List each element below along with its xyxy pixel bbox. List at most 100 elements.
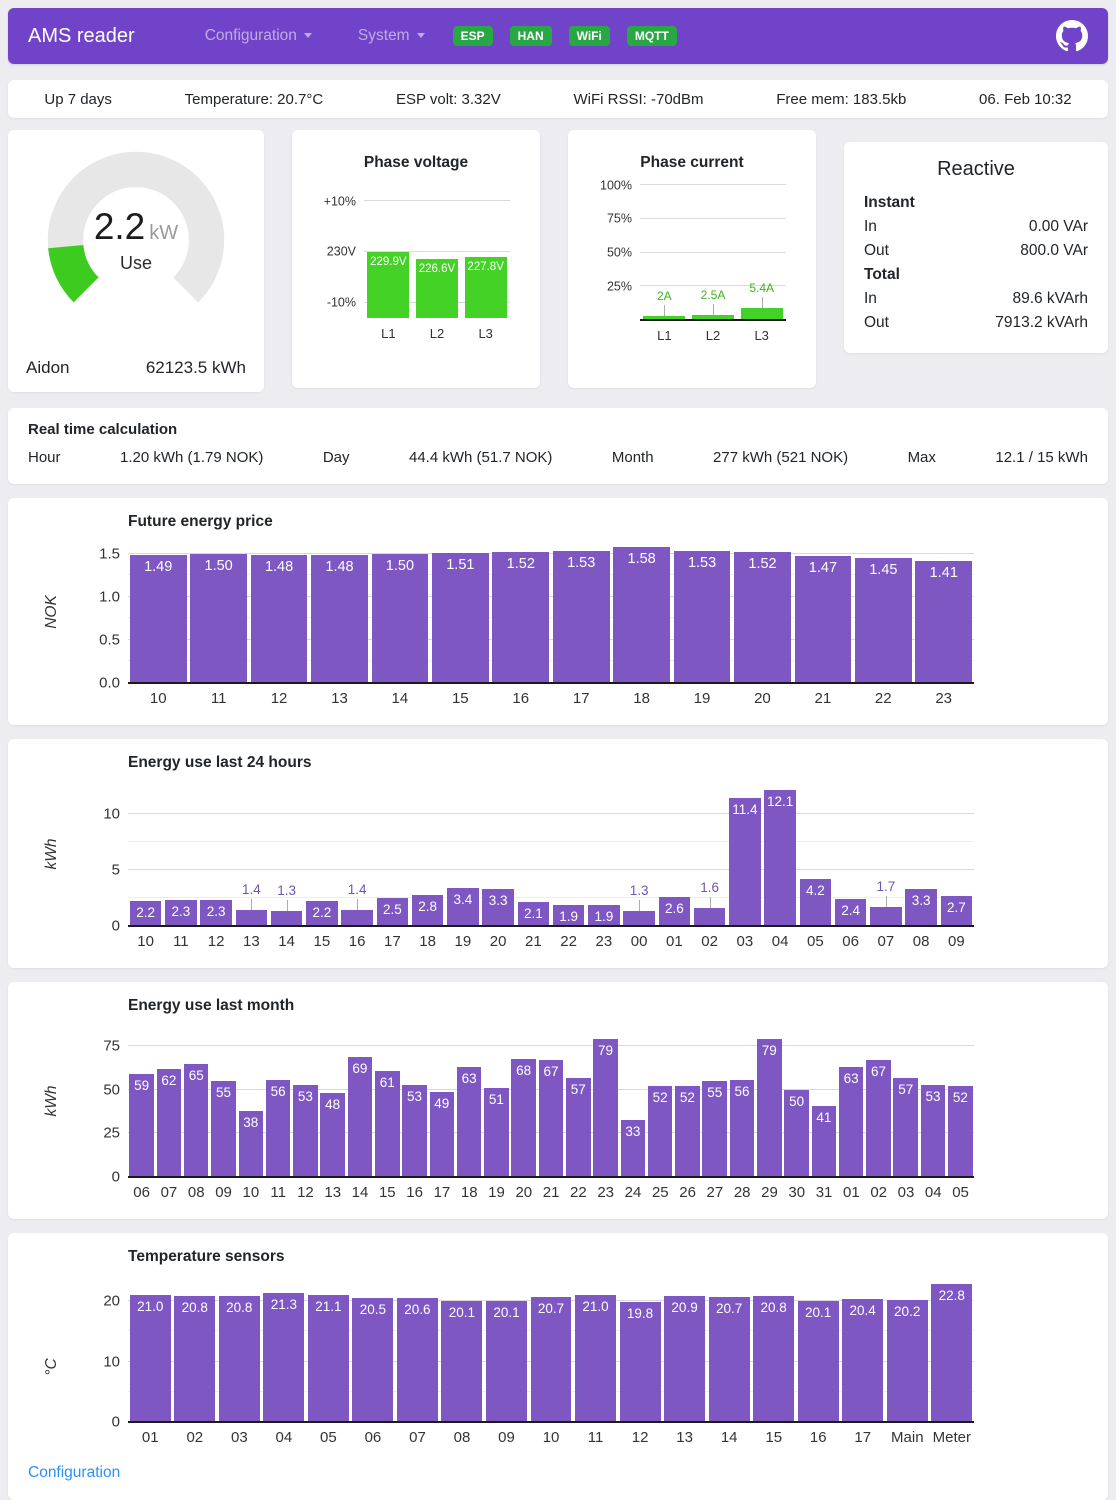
- energy-use-24h-card: Energy use last 24 hours kWh 0 5 10 2.2 2.3 2…: [8, 739, 1108, 968]
- bar: 1.53: [552, 551, 610, 683]
- x-tick-label: 07: [409, 1429, 426, 1446]
- bar-value-label: 1.48: [264, 559, 294, 576]
- bar: 1.51: [431, 552, 489, 683]
- x-tick-label: 10: [242, 1184, 260, 1201]
- gridline: [128, 869, 974, 870]
- reactive-section-heading: Total: [864, 266, 900, 283]
- bar: 48: [320, 1093, 345, 1177]
- x-tick-label: 21: [814, 690, 832, 707]
- meter-total: 62123.5 kWh: [145, 358, 246, 377]
- chart-x-labels: 10 11 12 13 14 15 16 17 18 19 20 21 22 23: [128, 690, 974, 707]
- bar: 65: [183, 1063, 209, 1177]
- x-tick-label: 01: [666, 933, 683, 950]
- bar-value-label: 1.48: [325, 559, 354, 576]
- bar-value-label: 19.8: [626, 1306, 654, 1322]
- bar: 55: [702, 1081, 727, 1177]
- y-tick-label: 10: [103, 805, 120, 823]
- x-tick-label: 31: [815, 1184, 833, 1201]
- x-tick-label: 11: [210, 690, 227, 707]
- gridline: [128, 617, 974, 619]
- bar: [341, 910, 373, 926]
- x-tick-label: 23: [597, 1184, 615, 1201]
- chart-plot: 0.0 0.5 1.0 1.5 1.49 1.50 1.48 1.48 1.50 1.51 1.52…: [99, 545, 974, 691]
- nav-configuration-menu[interactable]: Configuration: [205, 27, 312, 45]
- configuration-link[interactable]: Configuration: [28, 1464, 121, 1481]
- x-tick-label: 10: [137, 933, 154, 950]
- label-connector: [761, 297, 763, 309]
- bar-value-label: 57: [570, 1081, 586, 1097]
- realtime-day-label: Day: [322, 449, 350, 466]
- x-tick-label: 12: [631, 1429, 649, 1446]
- x-tick-label: L1: [657, 328, 672, 343]
- bar: 21.3: [263, 1293, 305, 1422]
- gauge-footer: Aidon 62123.5 kWh: [24, 358, 248, 378]
- bar-value-label: 1.50: [204, 557, 233, 574]
- x-tick-label: 06: [133, 1184, 150, 1201]
- label-connector: [286, 900, 288, 912]
- x-tick-label: 12: [207, 933, 225, 950]
- x-axis-line: [128, 1421, 974, 1423]
- realtime-hour-value: 1.20 kWh (1.79 NOK): [119, 449, 264, 466]
- bar-value-label: 56: [734, 1083, 750, 1099]
- y-tick-label: 20: [103, 1292, 120, 1310]
- bar-value-label: 2.8: [418, 898, 437, 914]
- bar: 3.3: [905, 889, 937, 926]
- status-wifi-rssi: WiFi RSSI: -70dBm: [573, 90, 704, 108]
- bar-value-label: 5.4A: [749, 281, 774, 296]
- chart-title: Temperature sensors: [128, 1248, 285, 1265]
- reactive-row-label: In: [864, 290, 877, 307]
- bar: 1.9: [588, 904, 620, 926]
- bar-value-label: 63: [461, 1071, 477, 1087]
- x-tick-label: 15: [313, 933, 331, 950]
- x-axis-line: [128, 925, 974, 927]
- bar-value-label: 21.1: [315, 1298, 342, 1314]
- bar: 2.2: [129, 901, 162, 926]
- bar: 56: [265, 1079, 291, 1177]
- bar-value-label: 50: [789, 1093, 805, 1109]
- realtime-title: Real time calculation: [28, 421, 178, 438]
- bar-value-label: 229.9V: [370, 256, 407, 269]
- bar: [270, 911, 303, 926]
- bar-value-label: 52: [679, 1090, 695, 1106]
- x-tick-label: 16: [406, 1184, 423, 1201]
- x-tick-label: 19: [693, 690, 711, 707]
- x-tick-label: 23: [595, 933, 613, 950]
- x-tick-label: 14: [720, 1429, 738, 1446]
- x-tick-label: 19: [454, 933, 472, 950]
- bar: 1.48: [250, 555, 308, 683]
- realtime-max-label: Max: [907, 449, 936, 466]
- bar: 1.45: [854, 557, 912, 683]
- gauge-arc: [47, 151, 225, 329]
- bar-value-label: 67: [543, 1064, 559, 1080]
- nav-system-menu[interactable]: System: [358, 27, 425, 45]
- x-tick-label: Main: [891, 1429, 924, 1446]
- bar-value-label: 79: [598, 1043, 614, 1059]
- bar-value-label: 49: [434, 1095, 450, 1111]
- x-tick-label: 06: [364, 1429, 382, 1446]
- bar: 4.2: [799, 878, 832, 926]
- bar-value-label: 20.7: [715, 1300, 743, 1316]
- x-tick-label: L3: [478, 326, 493, 341]
- y-tick-label: 0: [111, 1413, 120, 1431]
- bar: 3.3: [482, 889, 514, 926]
- bar-value-label: 62: [161, 1073, 177, 1089]
- bar-value-label: 69: [352, 1060, 368, 1076]
- x-axis-line: [128, 682, 974, 684]
- github-icon[interactable]: [1056, 20, 1088, 52]
- x-tick-label: 02: [701, 933, 718, 950]
- x-tick-label: 25: [651, 1184, 669, 1201]
- meter-name: Aidon: [26, 358, 70, 377]
- bar: 57: [566, 1077, 591, 1177]
- bar-value-label: 1.3: [277, 883, 296, 899]
- bar-value-label: 68: [516, 1062, 532, 1078]
- bar: 20.5: [352, 1298, 394, 1422]
- bar: 2.5: [376, 898, 409, 926]
- x-tick-label: 17: [384, 933, 401, 950]
- y-tick-label: 1.0: [99, 588, 120, 606]
- bar-value-label: 20.2: [894, 1303, 921, 1319]
- x-tick-label: 09: [215, 1184, 232, 1201]
- y-tick-label: 75%: [606, 211, 632, 226]
- bar-value-label: 11.4: [732, 802, 758, 818]
- bar-value-label: 20.9: [671, 1299, 698, 1315]
- status-badge-han: HAN: [509, 26, 552, 46]
